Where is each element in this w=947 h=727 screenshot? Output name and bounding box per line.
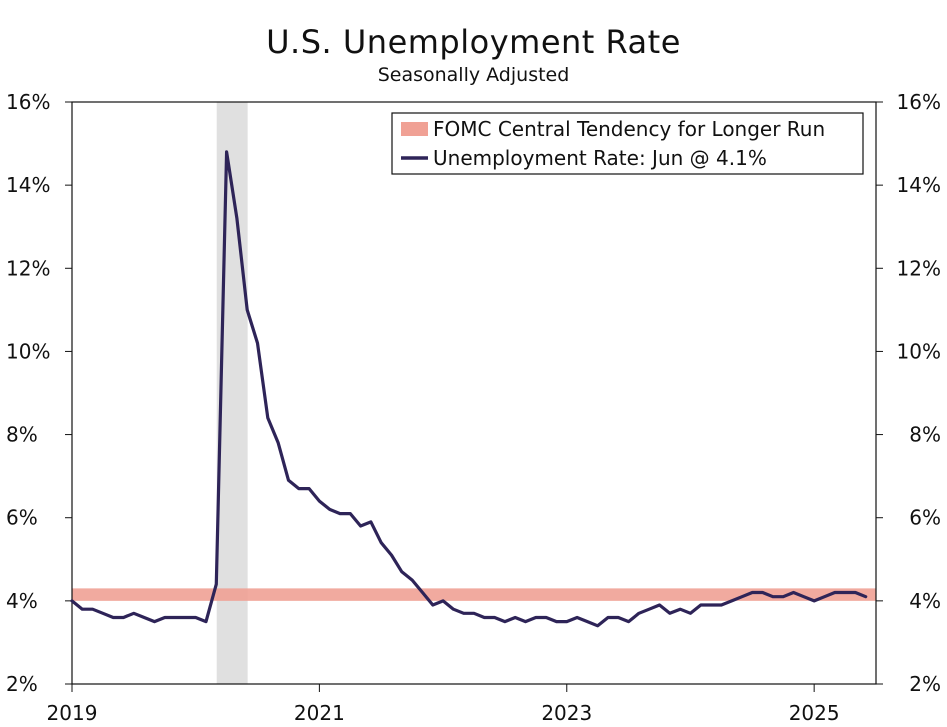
y-tick-label-right: 10% [897,339,941,363]
axes-layer: 2% 2% 4% 4% 6% 6% 8% 8% 10% 10% 12% 12% 14% 14% 16% 16%… [6,90,941,725]
legend-swatch-band [401,122,428,136]
y-tick-label-left: 12% [6,256,50,280]
series-layer [70,150,868,628]
legend-label-line: Unemployment Rate: Jun @ 4.1% [433,146,767,170]
y-tick-label-left: 10% [6,339,50,363]
y-tick-label-left: 16% [6,90,50,114]
y-tick-label-left: 6% [6,506,38,530]
y-tick-label-right: 2% [909,672,941,696]
y-tick-label-left: 4% [6,589,38,613]
y-tick-label-right: 12% [897,256,941,280]
y-tick-label-left: 14% [6,173,50,197]
y-tick-label-right: 16% [897,90,941,114]
legend-box [391,112,864,175]
y-tick-label-left: 2% [6,672,38,696]
chart-subtitle: Seasonally Adjusted [377,64,570,86]
y-tick-label-right: 6% [909,506,941,530]
y-tick-label-right: 4% [909,589,941,613]
plot-frame [71,101,877,685]
x-tick-label: 2025 [789,701,840,725]
unemployment-rate-line [70,150,868,628]
legend: FOMC Central Tendency for Longer Run Unem… [391,112,864,175]
x-tick-label: 2021 [294,701,345,725]
x-tick-label: 2019 [47,701,98,725]
fomc-band [72,588,876,601]
legend-label-band: FOMC Central Tendency for Longer Run [433,117,825,141]
x-tick-label: 2023 [541,701,592,725]
fomc-band-layer [72,588,876,601]
y-tick-label-right: 14% [897,173,941,197]
y-tick-label-right: 8% [909,423,941,447]
y-tick-label-left: 8% [6,423,38,447]
chart-title: U.S. Unemployment Rate [266,23,681,61]
